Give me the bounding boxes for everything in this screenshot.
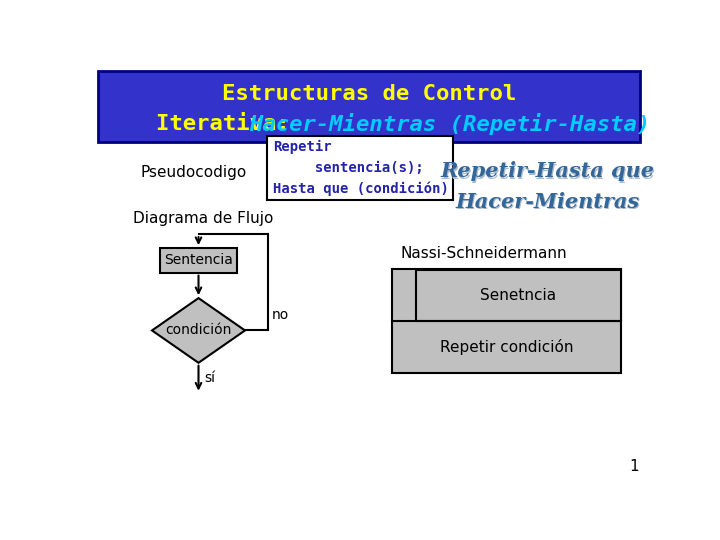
Text: Diagrama de Flujo: Diagrama de Flujo: [132, 211, 273, 226]
FancyBboxPatch shape: [98, 71, 640, 142]
Text: Iterativa:: Iterativa:: [156, 114, 303, 134]
Text: condición: condición: [166, 323, 232, 338]
Text: sí: sí: [204, 371, 216, 385]
FancyBboxPatch shape: [415, 269, 621, 321]
Text: Hacer-Mientras (Repetir-Hasta): Hacer-Mientras (Repetir-Hasta): [249, 113, 650, 135]
Text: Estructuras de Control: Estructuras de Control: [222, 84, 516, 104]
FancyBboxPatch shape: [266, 137, 453, 200]
Text: Pseudocodigo: Pseudocodigo: [140, 165, 247, 180]
Text: Sentencia: Sentencia: [164, 253, 233, 267]
Text: Repetir-Hasta que: Repetir-Hasta que: [440, 161, 654, 181]
FancyBboxPatch shape: [392, 269, 621, 373]
Text: 1: 1: [629, 459, 639, 474]
Text: Nassi-Schneidermann: Nassi-Schneidermann: [400, 246, 567, 261]
Text: Repetir: Repetir: [273, 140, 331, 154]
Text: sentencia(s);: sentencia(s);: [273, 161, 423, 175]
Text: Senetncia: Senetncia: [480, 288, 557, 303]
Text: Hacer-Mientras: Hacer-Mientras: [455, 192, 639, 212]
Text: Repetir-Hasta que: Repetir-Hasta que: [442, 163, 656, 183]
Text: no: no: [272, 308, 289, 322]
FancyBboxPatch shape: [160, 248, 238, 273]
Polygon shape: [152, 298, 245, 363]
Text: Hacer-Mientras: Hacer-Mientras: [456, 193, 641, 213]
Text: Hasta que (condición): Hasta que (condición): [273, 181, 449, 196]
Text: Repetir condición: Repetir condición: [440, 339, 573, 355]
